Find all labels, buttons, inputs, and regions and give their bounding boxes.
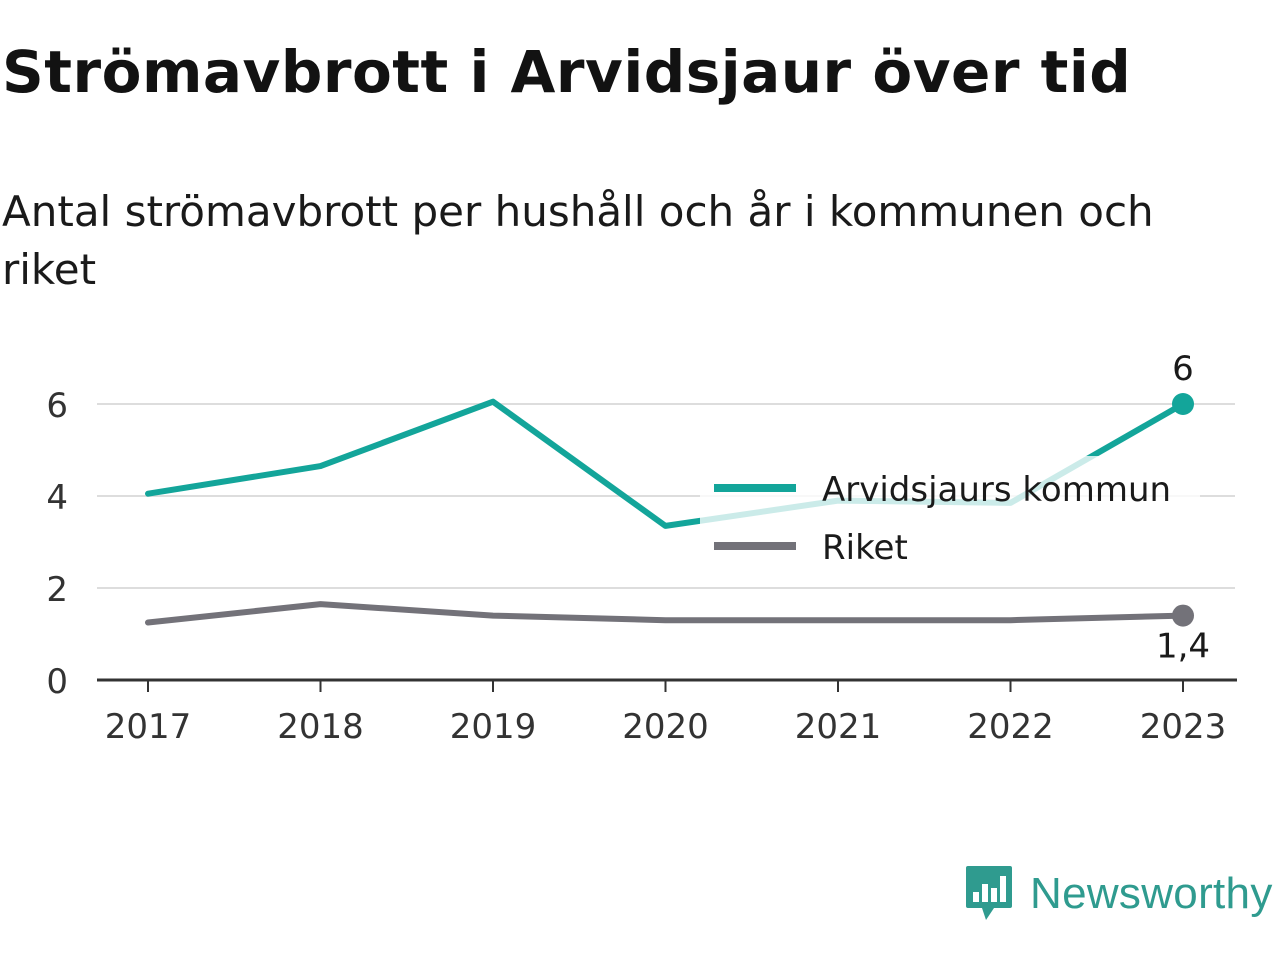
- legend-label: Riket: [822, 528, 908, 568]
- x-tick-label: 2023: [1140, 707, 1227, 747]
- y-tick-label: 6: [46, 386, 68, 426]
- y-tick-label: 4: [46, 478, 68, 518]
- y-tick-label: 2: [46, 570, 68, 610]
- x-tick-label: 2022: [967, 707, 1054, 747]
- brand-logo: Newsworthy: [964, 864, 1273, 924]
- series-end-label: 6: [1172, 349, 1194, 389]
- series-end-label: 1,4: [1156, 627, 1210, 667]
- chart-subtitle: Antal strömavbrott per hushåll och år i …: [2, 187, 1154, 294]
- newsworthy-logo-icon: [966, 866, 1012, 920]
- brand-name: Newsworthy: [1030, 869, 1273, 918]
- legend-label: Arvidsjaurs kommun: [822, 470, 1171, 510]
- x-tick-label: 2020: [622, 707, 709, 747]
- series-line: [145, 601, 1186, 626]
- x-tick-label: 2021: [795, 707, 882, 747]
- legend-background: [700, 456, 1200, 578]
- chart-title: Strömavbrott i Arvidsjaur över tid: [2, 38, 1132, 106]
- x-tick-label: 2017: [105, 707, 192, 747]
- series-end-marker: [1172, 393, 1194, 415]
- x-tick-label: 2018: [277, 707, 364, 747]
- y-tick-label: 0: [46, 662, 68, 702]
- series-end-marker: [1172, 604, 1194, 627]
- x-tick-label: 2019: [450, 707, 537, 747]
